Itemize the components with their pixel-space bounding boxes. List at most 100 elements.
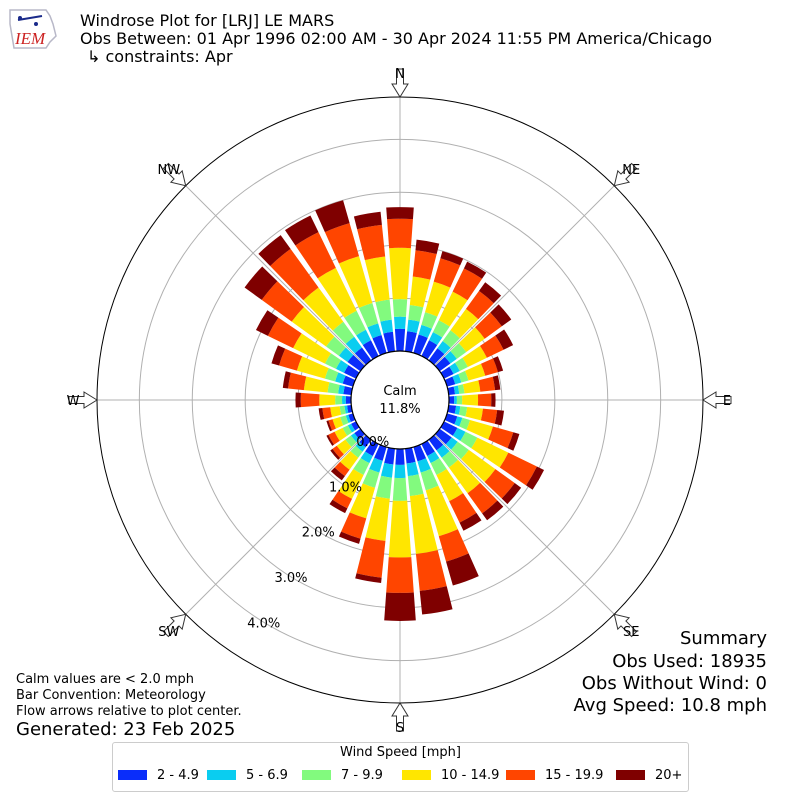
windrose-bar-segment	[415, 550, 447, 591]
obs-used: Obs Used: 18935	[612, 651, 767, 672]
windrose-bar-segment	[295, 392, 301, 408]
windrose-bar-segment	[446, 553, 479, 586]
windrose-bar-segment	[436, 469, 464, 502]
legend-swatch	[616, 770, 645, 780]
legend: Wind Speed [mph] 2 - 4.9 5 - 6.9 7 - 9.9…	[112, 742, 689, 792]
windrose-bar-segment	[392, 477, 408, 501]
windrose-bar-segment	[342, 395, 346, 405]
compass-label-n: N	[395, 67, 405, 82]
windrose-bar-segment	[480, 335, 504, 358]
windrose-bar-segment	[458, 370, 469, 383]
windrose-bar-segment	[296, 356, 329, 379]
windrose-bar-segment	[445, 437, 458, 450]
compass-label-s: S	[396, 721, 404, 736]
windrose-bar-segment	[408, 304, 424, 322]
windrose-bar-segment	[338, 256, 373, 308]
windrose-bar-segment	[324, 223, 360, 264]
windrose-bar-segment	[334, 427, 348, 441]
windrose-bar-segment	[332, 321, 355, 344]
radial-tick-label: 3.0%	[274, 571, 307, 586]
windrose-bar-segment	[335, 372, 346, 384]
iem-logo: IEM	[9, 9, 57, 49]
windrose-bar-segment	[467, 482, 498, 514]
radial-tick-label: 2.0%	[302, 526, 335, 541]
windrose-bar-segment	[338, 347, 354, 362]
windrose-bar-segment	[428, 435, 444, 451]
windrose-bar-segment	[454, 416, 463, 427]
windrose-bar-segment	[419, 586, 453, 615]
windrose-bar-segment	[340, 451, 359, 470]
radial-tick-label: 0.0%	[356, 435, 389, 450]
windrose-bar-segment	[453, 385, 460, 395]
windrose-bar-segment	[479, 282, 502, 304]
windrose-bar-segment	[501, 483, 522, 505]
windrose-bar-segment	[449, 362, 460, 374]
windrose-bar-segment	[386, 557, 414, 593]
compass-label-e: E	[723, 394, 731, 409]
windrose-bar-segment	[454, 405, 461, 415]
windrose-bar-segment	[327, 382, 340, 394]
windrose-bar-segment	[354, 347, 372, 365]
windrose-bar-segment	[295, 232, 336, 279]
windrose-bar-segment	[386, 207, 414, 220]
windrose-bar-segment	[499, 452, 537, 486]
windrose-bar-segment	[282, 371, 291, 389]
calm-value: 11.8%	[379, 402, 420, 417]
windrose-bar-segment	[438, 291, 468, 327]
calm-label: Calm	[383, 384, 416, 399]
obs-between: Obs Between: 01 Apr 1996 02:00 AM - 30 A…	[80, 29, 713, 48]
windrose-bar-segment	[322, 407, 332, 420]
calm-circle	[350, 350, 450, 450]
windrose-bar-segment	[466, 419, 493, 440]
windrose-bar-segment	[374, 444, 387, 461]
windrose-bar-segment	[452, 268, 483, 301]
windrose-bar-segment	[388, 500, 412, 558]
windrose-bar-segment	[332, 417, 344, 429]
windrose-bar-segment	[351, 421, 360, 431]
windrose-bar-segment	[394, 464, 406, 479]
windrose-bar-segment	[335, 395, 343, 405]
windrose-bar-segment	[267, 317, 302, 349]
windrose-bar-segment	[332, 445, 344, 459]
windrose-bar-segment	[353, 211, 382, 230]
windrose-bar-segment	[394, 316, 406, 329]
windrose-bar-segment	[300, 392, 320, 408]
legend-item: 7 - 9.9	[302, 767, 383, 783]
windrose-bar-segment	[418, 324, 432, 338]
windrose-bar-segment	[326, 420, 333, 432]
windrose-bar-segment	[458, 406, 468, 417]
legend-label: 20+	[655, 767, 683, 783]
windrose-bar-segment	[330, 406, 342, 418]
windrose-bar-segment	[360, 451, 373, 464]
windrose-bar-segment	[279, 348, 303, 371]
windrose-bar-segment	[324, 368, 339, 382]
windrose-bar-segment	[459, 417, 471, 430]
windrose-bar-segment	[345, 336, 362, 354]
windrose-bar-segment	[362, 468, 380, 488]
windrose-bar-segment	[494, 410, 505, 426]
legend-label: 10 - 14.9	[441, 767, 500, 783]
windrose-bar-segment	[405, 331, 417, 353]
windrose-bar-segment	[362, 340, 379, 360]
windrose-bar-segment	[447, 386, 456, 395]
windrose-bar-segment	[336, 439, 352, 455]
windrose-bar-segment	[326, 336, 346, 356]
windrose-bar-segment	[435, 428, 452, 445]
windrose-bar-segment	[482, 500, 504, 521]
windrose-bar-segment	[347, 423, 356, 433]
windrose-bar-segment	[432, 320, 450, 338]
legend-item: 5 - 6.9	[207, 767, 288, 783]
windrose-bar-segment	[454, 395, 457, 405]
legend-item: 10 - 14.9	[402, 767, 499, 783]
windrose-bar-segment	[270, 248, 319, 301]
windrose-bar-segment	[326, 434, 335, 446]
windrose-bar-segment	[421, 312, 438, 329]
legend-swatch	[118, 770, 147, 780]
legend-item: 15 - 19.9	[506, 767, 603, 783]
windrose-bar-segment	[440, 366, 454, 379]
windrose-bar-segment	[244, 266, 278, 300]
flow-arrow-icon	[162, 613, 187, 638]
windrose-bar-segment	[420, 468, 439, 491]
constraints: ↳ constraints: Apr	[87, 47, 233, 66]
windrose-bar-segment	[480, 358, 499, 376]
